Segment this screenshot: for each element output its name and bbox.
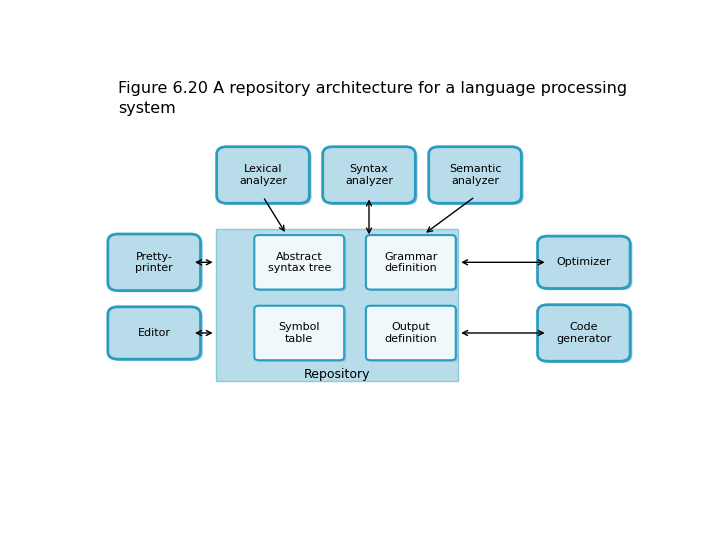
FancyBboxPatch shape	[254, 235, 344, 289]
FancyBboxPatch shape	[368, 237, 458, 291]
FancyBboxPatch shape	[256, 307, 346, 362]
FancyBboxPatch shape	[215, 229, 459, 381]
Text: Semantic
analyzer: Semantic analyzer	[449, 164, 501, 186]
FancyBboxPatch shape	[323, 147, 415, 203]
FancyBboxPatch shape	[256, 237, 346, 291]
Text: Repository: Repository	[304, 368, 370, 381]
FancyBboxPatch shape	[366, 235, 456, 289]
Text: Editor: Editor	[138, 328, 171, 338]
FancyBboxPatch shape	[540, 306, 632, 363]
Text: Figure 6.20 A repository architecture for a language processing
system: Figure 6.20 A repository architecture fo…	[118, 82, 627, 116]
FancyBboxPatch shape	[219, 148, 312, 205]
FancyBboxPatch shape	[428, 147, 521, 203]
FancyBboxPatch shape	[110, 308, 203, 361]
FancyBboxPatch shape	[108, 307, 200, 359]
Text: Lexical
analyzer: Lexical analyzer	[239, 164, 287, 186]
FancyBboxPatch shape	[538, 305, 630, 361]
FancyBboxPatch shape	[325, 148, 418, 205]
FancyBboxPatch shape	[538, 236, 630, 288]
FancyBboxPatch shape	[110, 235, 203, 292]
Text: Output
definition: Output definition	[384, 322, 437, 344]
Text: Grammar
definition: Grammar definition	[384, 252, 438, 273]
Text: Code
generator: Code generator	[557, 322, 611, 344]
FancyBboxPatch shape	[108, 234, 200, 291]
FancyBboxPatch shape	[540, 238, 632, 290]
FancyBboxPatch shape	[368, 307, 458, 362]
FancyBboxPatch shape	[366, 306, 456, 360]
Text: Symbol
table: Symbol table	[279, 322, 320, 344]
FancyBboxPatch shape	[254, 306, 344, 360]
FancyBboxPatch shape	[431, 148, 523, 205]
Text: Abstract
syntax tree: Abstract syntax tree	[268, 252, 331, 273]
Text: Pretty-
printer: Pretty- printer	[135, 252, 173, 273]
Text: Optimizer: Optimizer	[557, 257, 611, 267]
FancyBboxPatch shape	[217, 147, 310, 203]
Text: Syntax
analyzer: Syntax analyzer	[345, 164, 393, 186]
